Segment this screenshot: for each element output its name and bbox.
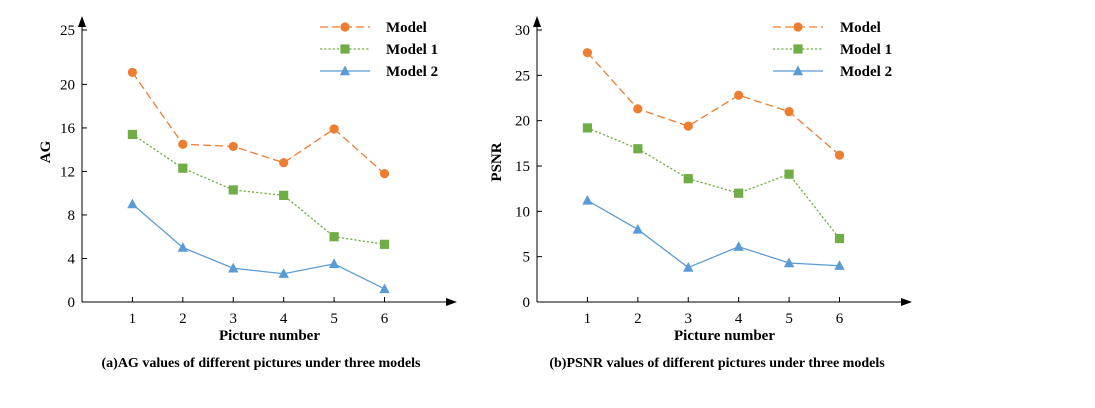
x-axis-label: Picture number — [674, 328, 775, 344]
data-point — [228, 185, 238, 195]
legend-label: Model 1 — [386, 42, 438, 58]
y-tick-label: 30 — [515, 23, 530, 39]
legend-label: Model — [840, 20, 881, 36]
data-point — [683, 174, 693, 184]
y-tick-label: 8 — [68, 208, 76, 224]
data-point — [329, 124, 339, 134]
y-axis-label: AG — [38, 140, 54, 163]
legend-label: Model 2 — [386, 64, 438, 80]
x-tick-label: 6 — [381, 311, 389, 327]
x-tick-label: 2 — [634, 311, 642, 327]
series-line-model — [586, 52, 840, 156]
data-point — [734, 90, 744, 100]
data-point — [379, 283, 390, 294]
data-point — [177, 242, 189, 252]
data-point — [834, 260, 845, 270]
data-point — [228, 262, 239, 273]
data-point — [127, 129, 138, 140]
legend-label: Model 1 — [840, 42, 892, 58]
x-tick-label: 3 — [230, 311, 238, 327]
data-point — [127, 67, 138, 78]
y-tick-label: 5 — [523, 250, 531, 266]
data-point — [784, 169, 794, 179]
x-tick-label: 3 — [685, 311, 693, 327]
data-point — [178, 163, 188, 173]
series-line-model-1 — [587, 127, 841, 239]
data-point — [278, 268, 289, 278]
y-axis-label: PSNR — [489, 142, 505, 181]
x-tick-label: 5 — [785, 311, 793, 327]
data-point — [734, 188, 744, 198]
legend-marker — [340, 22, 350, 32]
y-tick-label: 0 — [523, 295, 531, 311]
y-tick-label: 10 — [515, 204, 530, 220]
y-tick-label: 12 — [60, 164, 75, 180]
data-point — [582, 48, 593, 58]
y-axis-arrow — [78, 16, 86, 27]
data-point — [632, 223, 644, 234]
chart-psnr: 0 5 10 15 20 25 30 1 2 3 4 5 6 Picture number PSNR Mode… — [489, 16, 912, 371]
y-tick-label: 16 — [60, 121, 76, 137]
x-tick-label: 1 — [584, 311, 592, 327]
x-axis-arrow — [901, 298, 912, 306]
legend-marker — [793, 22, 803, 32]
x-tick-label: 2 — [179, 311, 187, 327]
y-tick-label: 4 — [68, 251, 76, 267]
data-point — [582, 123, 593, 133]
x-tick-label: 1 — [129, 311, 137, 327]
data-point — [279, 158, 289, 168]
series-line-model-2 — [587, 199, 840, 269]
data-point — [834, 150, 845, 160]
data-point — [329, 232, 339, 242]
data-point — [633, 104, 643, 114]
y-tick-label: 25 — [60, 23, 75, 39]
x-tick-label: 4 — [735, 311, 743, 327]
x-tick-label: 5 — [330, 311, 338, 327]
data-point — [683, 121, 693, 131]
y-tick-label: 25 — [515, 68, 530, 84]
y-tick-label: 20 — [60, 77, 75, 93]
data-point — [783, 257, 795, 268]
data-point — [379, 169, 390, 179]
legend-marker — [792, 65, 804, 76]
figure-caption: (b)PSNR values of different pictures und… — [549, 356, 885, 371]
data-point — [379, 239, 390, 249]
data-point — [279, 190, 289, 200]
x-tick-label: 4 — [280, 311, 288, 327]
series-line-model-1 — [132, 133, 385, 245]
y-tick-label: 20 — [515, 114, 530, 130]
x-axis-label: Picture number — [219, 328, 320, 344]
data-point — [178, 139, 188, 149]
legend-marker — [340, 44, 350, 54]
data-point — [784, 107, 794, 117]
data-point — [582, 194, 593, 205]
legend-label: Model — [386, 20, 427, 36]
data-point — [127, 198, 138, 209]
x-axis-arrow — [446, 298, 457, 306]
series-line-model-2 — [131, 203, 385, 290]
data-point — [683, 262, 694, 272]
figure-caption: (a)AG values of different pictures under… — [102, 356, 422, 371]
legend-marker — [793, 44, 803, 54]
x-tick-label: 6 — [836, 311, 844, 327]
data-point — [228, 141, 238, 152]
legend-label: Model 2 — [840, 64, 892, 80]
data-point — [733, 241, 744, 251]
data-point — [328, 258, 340, 269]
y-tick-label: 0 — [68, 295, 76, 311]
legend-marker — [339, 65, 351, 76]
y-tick-label: 15 — [515, 159, 530, 175]
y-axis-arrow — [533, 16, 541, 27]
data-point — [633, 144, 643, 154]
data-point — [834, 233, 845, 244]
series-line-model — [131, 72, 385, 175]
